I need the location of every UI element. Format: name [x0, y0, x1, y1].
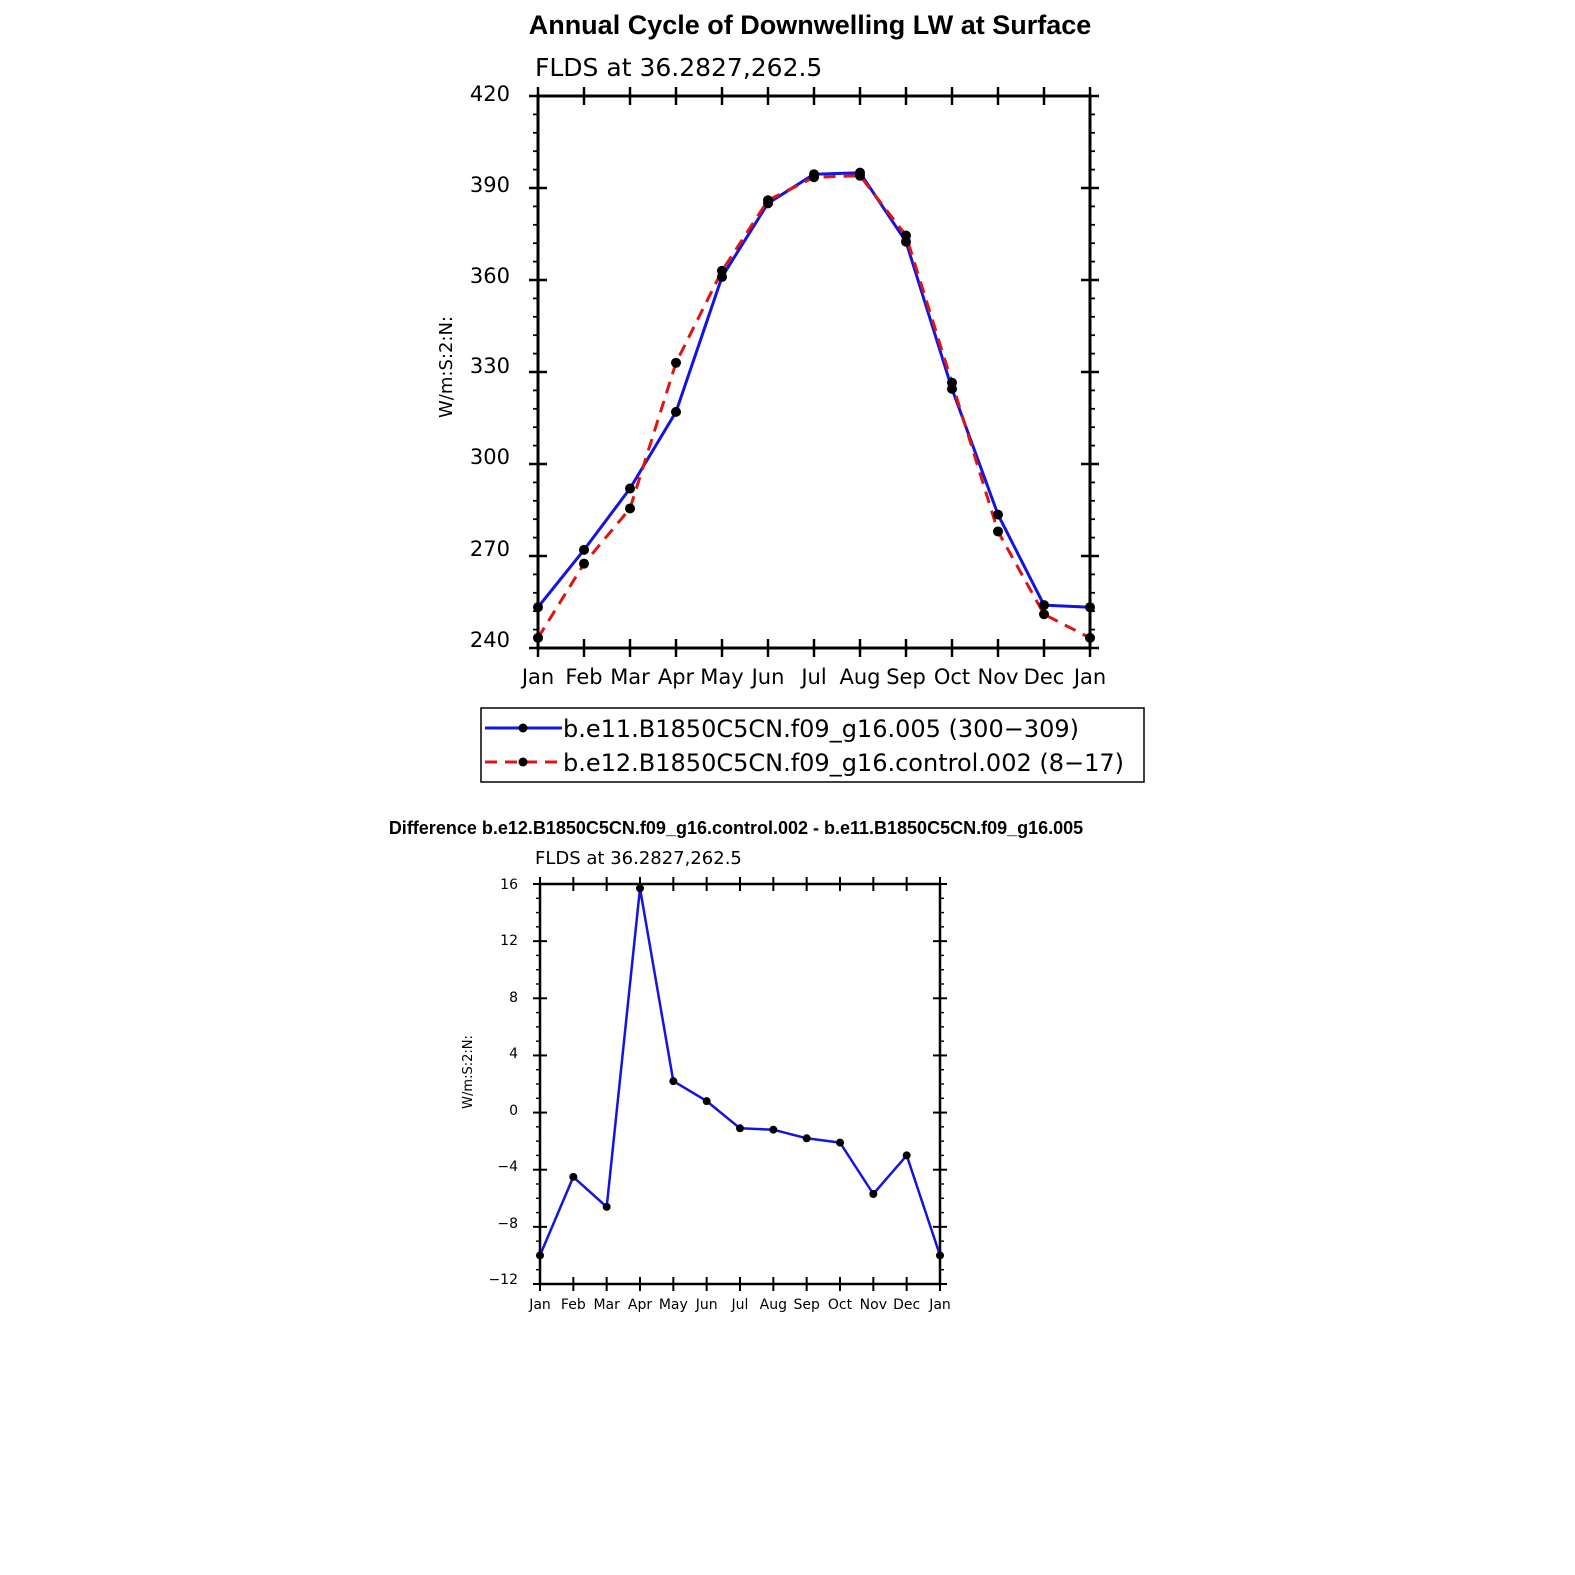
series-1-point: [936, 1251, 944, 1260]
x-tick-label: Jan: [1072, 665, 1106, 689]
series-2-point: [671, 357, 681, 368]
series-2-point: [809, 172, 819, 183]
series-1-point: [625, 483, 635, 494]
series-1-point: [836, 1138, 844, 1147]
x-tick-label: Feb: [565, 665, 602, 689]
y-tick-label: 4: [509, 1046, 518, 1062]
series-1-point: [802, 1134, 811, 1143]
x-tick-label: Jun: [750, 665, 785, 689]
legend-box: [480, 707, 1145, 783]
x-tick-label: Jan: [528, 1297, 551, 1313]
series-1-point: [636, 884, 644, 893]
series-2-point: [993, 526, 1003, 537]
plot-area: [529, 87, 1099, 657]
x-tick-labels: Jan Feb Mar Apr May Jun Jul Aug Sep Oct Nov Dec Jan: [520, 665, 1106, 689]
series-2-point: [579, 558, 589, 569]
y-tick-label: 0: [509, 1103, 518, 1119]
x-tick-label: Aug: [839, 665, 880, 689]
x-tick-label: Mar: [610, 665, 650, 689]
chart-subtitle: FLDS at 36.2827,262.5: [535, 53, 822, 82]
x-tick-label: May: [659, 1297, 688, 1313]
series-1-point: [902, 1151, 911, 1160]
x-tick-label: Jan: [520, 665, 554, 689]
y-tick-label: 330: [470, 354, 510, 378]
y-tick-label: 360: [470, 264, 510, 288]
x-tick-label: Jul: [731, 1297, 749, 1313]
series-2-point: [1039, 609, 1049, 620]
legend-label-series-2: b.e12.B1850C5CN.f09_g16.control.002 (8−1…: [563, 749, 1124, 777]
x-tick-label: Nov: [860, 1297, 887, 1313]
series-1-point: [533, 602, 543, 613]
y-tick-label: 240: [470, 628, 510, 652]
difference-chart-title: Difference b.e12.B1850C5CN.f09_g16.contr…: [389, 818, 1083, 838]
series-2-point: [763, 195, 773, 206]
y-axis-label: W/m:S:2:N:: [436, 316, 457, 418]
x-tick-label: Jan: [928, 1297, 951, 1313]
series-1-point: [671, 406, 681, 417]
legend-entry-series-2: b.e12.B1850C5CN.f09_g16.control.002 (8−1…: [485, 749, 1124, 777]
legend-marker-series-2: [518, 757, 528, 767]
series-2-point: [533, 632, 543, 643]
y-tick-label: 300: [470, 445, 510, 469]
series-2-point: [717, 265, 727, 276]
series-2-point: [947, 377, 957, 388]
series-1-point: [702, 1097, 711, 1106]
difference-chart-subtitle: FLDS at 36.2827,262.5: [535, 848, 742, 869]
difference-x-tick-labels: Jan Feb Mar Apr May Jun Jul Aug Sep Oct Nov Dec Jan: [528, 1297, 951, 1313]
y-tick-label: −12: [488, 1272, 518, 1288]
y-tick-label: −4: [497, 1159, 518, 1175]
series-2-point: [1085, 632, 1095, 643]
x-tick-label: Apr: [658, 665, 695, 689]
y-tick-labels: 240 270 300 330 360 390 420: [470, 82, 510, 652]
legend-entry-series-1: b.e11.B1850C5CN.f09_g16.005 (300−309): [485, 715, 1079, 743]
y-tick-label: 12: [500, 933, 518, 949]
series-1-point: [1085, 602, 1095, 613]
x-tick-label: Jun: [695, 1297, 718, 1313]
y-tick-label: 390: [470, 173, 510, 197]
difference-plot-area: [533, 877, 947, 1291]
x-tick-label: Dec: [893, 1297, 920, 1313]
series-1-point: [1039, 600, 1049, 611]
x-tick-label: Feb: [561, 1297, 586, 1313]
y-tick-label: 16: [500, 877, 518, 893]
y-tick-label: 8: [509, 990, 518, 1006]
series-1-point: [736, 1124, 744, 1133]
x-tick-label: Oct: [828, 1297, 853, 1313]
legend-marker-series-1: [518, 723, 528, 733]
chart-title: Annual Cycle of Downwelling LW at Surfac…: [529, 10, 1092, 40]
y-tick-label: 270: [470, 537, 510, 561]
y-tick-label: −8: [497, 1216, 518, 1232]
legend-label-series-1: b.e11.B1850C5CN.f09_g16.005 (300−309): [563, 715, 1079, 743]
series-2-point: [855, 170, 865, 181]
y-tick-label: 420: [470, 82, 510, 106]
x-tick-label: Sep: [793, 1297, 820, 1313]
x-tick-label: May: [700, 665, 743, 689]
series-1-point: [579, 544, 589, 555]
x-tick-label: Sep: [886, 665, 926, 689]
series-1-point: [569, 1172, 578, 1181]
annual-cycle-chart: Annual Cycle of Downwelling LW at Surfac…: [436, 10, 1145, 783]
x-tick-label: Dec: [1024, 665, 1065, 689]
difference-y-tick-labels: −12 −8 −4 0 4 8 12 16: [488, 877, 518, 1288]
x-tick-label: Apr: [628, 1297, 652, 1313]
series-1-point: [536, 1251, 544, 1260]
x-tick-label: Aug: [760, 1297, 787, 1313]
series-1-point: [602, 1202, 611, 1211]
difference-y-axis-label: W/m:S:2:N:: [461, 1035, 476, 1109]
series-1-point: [869, 1190, 878, 1198]
x-tick-label: Jul: [799, 665, 826, 689]
x-tick-label: Nov: [978, 665, 1019, 689]
x-tick-label: Mar: [593, 1297, 620, 1313]
series-1-point: [993, 509, 1003, 520]
series-2-point: [901, 230, 911, 241]
difference-chart: Difference b.e12.B1850C5CN.f09_g16.contr…: [389, 818, 1083, 1313]
legend: b.e11.B1850C5CN.f09_g16.005 (300−309) b.…: [480, 707, 1145, 783]
series-1-point: [769, 1125, 778, 1134]
series-1-point: [669, 1077, 678, 1086]
series-2-point: [625, 503, 635, 514]
x-tick-label: Oct: [934, 665, 970, 689]
